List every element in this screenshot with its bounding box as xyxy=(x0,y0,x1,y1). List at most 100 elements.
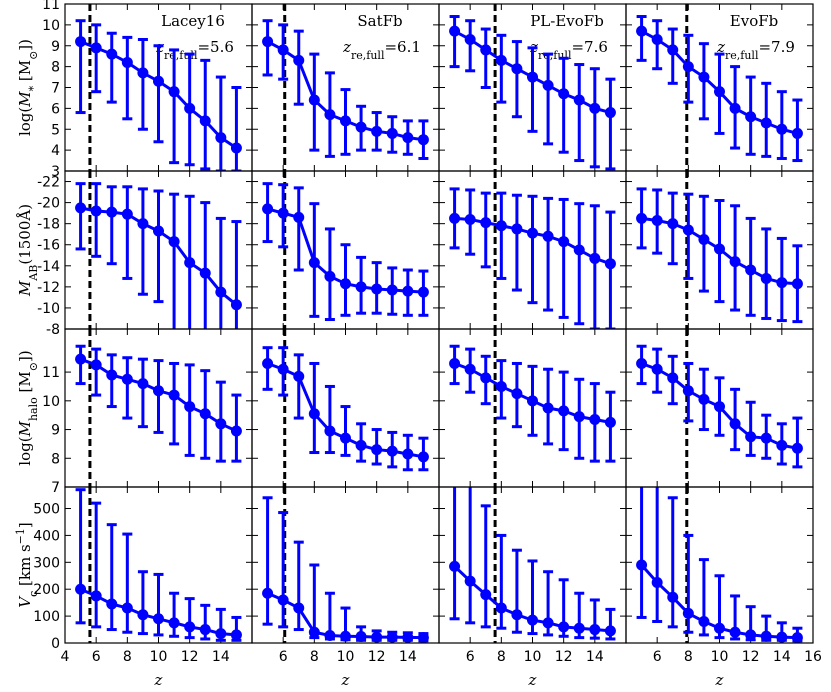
data-point xyxy=(480,44,492,56)
data-point xyxy=(729,418,741,430)
data-point xyxy=(199,408,211,420)
data-point xyxy=(682,385,694,397)
data-point xyxy=(558,405,570,417)
data-point xyxy=(386,127,398,139)
data-point xyxy=(667,218,679,230)
data-point xyxy=(215,286,227,298)
x-tick-label: 4 xyxy=(61,649,70,665)
x-tick-label: 10 xyxy=(337,649,355,665)
data-point xyxy=(745,111,757,123)
data-point xyxy=(791,127,803,139)
x-tick-label: 16 xyxy=(804,649,822,665)
x-tick-label: 6 xyxy=(466,649,475,665)
data-point xyxy=(495,220,507,232)
data-point xyxy=(402,285,414,297)
data-point xyxy=(371,631,383,643)
data-point xyxy=(511,63,523,75)
data-point xyxy=(340,278,351,290)
data-point xyxy=(604,625,616,637)
data-point xyxy=(106,48,118,60)
data-point xyxy=(667,44,679,56)
data-point xyxy=(417,286,429,298)
data-point xyxy=(698,71,710,83)
data-point xyxy=(153,613,164,625)
data-point xyxy=(698,615,710,627)
data-point xyxy=(682,224,694,236)
data-point xyxy=(636,357,648,369)
series xyxy=(262,19,429,160)
data-point xyxy=(184,257,196,269)
data-point xyxy=(651,576,663,588)
data-point xyxy=(168,389,180,401)
data-point xyxy=(464,575,476,587)
y-tick-label: 6 xyxy=(51,101,60,117)
data-point xyxy=(262,203,274,215)
data-point xyxy=(417,134,429,146)
data-point xyxy=(589,252,601,264)
data-point xyxy=(495,54,507,66)
data-point xyxy=(90,42,102,54)
panel: 6 8 10 12 14 16 z xyxy=(625,486,822,689)
data-point xyxy=(589,102,601,114)
data-point xyxy=(511,609,523,621)
data-point xyxy=(137,609,149,621)
y-tick-label: -20 xyxy=(37,196,60,212)
y-axis-label: log(M* [M⊙]) xyxy=(16,39,40,136)
data-point xyxy=(667,372,679,384)
data-point xyxy=(277,594,289,606)
data-point xyxy=(340,115,351,127)
data-point xyxy=(355,631,367,643)
data-point xyxy=(449,212,461,224)
y-tick-label: 4 xyxy=(51,143,60,159)
data-point xyxy=(106,598,118,610)
data-point xyxy=(760,432,772,444)
x-tick-label: 8 xyxy=(497,649,506,665)
data-point xyxy=(215,132,227,144)
data-point xyxy=(355,439,367,451)
data-point xyxy=(527,614,538,626)
x-tick-label: 14 xyxy=(773,649,791,665)
series xyxy=(636,15,803,163)
series xyxy=(262,496,429,643)
series xyxy=(449,187,616,329)
data-point xyxy=(791,442,803,454)
y-tick-label: -16 xyxy=(37,238,60,254)
x-axis-label: z xyxy=(528,671,537,689)
y-tick-label: 10 xyxy=(42,18,60,34)
data-point xyxy=(230,142,242,154)
column-title: PL-EvoFb xyxy=(530,12,604,30)
data-point xyxy=(527,71,538,83)
x-tick-label: 10 xyxy=(524,649,542,665)
data-point xyxy=(153,75,164,87)
data-point xyxy=(714,86,725,98)
data-point xyxy=(386,631,398,643)
data-point xyxy=(184,621,196,633)
data-point xyxy=(168,236,180,248)
data-point xyxy=(75,36,87,48)
data-point xyxy=(480,589,492,601)
data-point xyxy=(121,208,133,220)
series xyxy=(636,187,803,324)
data-point xyxy=(604,258,616,270)
column-title: Lacey16 xyxy=(161,12,225,30)
data-point xyxy=(729,626,741,638)
data-point xyxy=(199,115,211,127)
data-point xyxy=(714,401,725,413)
data-point xyxy=(153,385,164,397)
panel xyxy=(438,328,627,488)
data-point xyxy=(589,624,601,636)
data-point xyxy=(651,33,663,45)
data-point xyxy=(682,607,694,619)
data-point xyxy=(636,25,648,37)
data-point xyxy=(527,227,538,239)
data-point xyxy=(293,602,305,614)
x-tick-label: 12 xyxy=(368,649,386,665)
data-point xyxy=(371,125,383,137)
y-tick-label: 11 xyxy=(42,365,60,381)
reion-label: zre,full=7.9 xyxy=(716,38,795,62)
reion-label: zre,full=6.1 xyxy=(342,38,421,62)
data-point xyxy=(308,94,320,106)
panel xyxy=(438,170,627,330)
data-point xyxy=(495,602,507,614)
